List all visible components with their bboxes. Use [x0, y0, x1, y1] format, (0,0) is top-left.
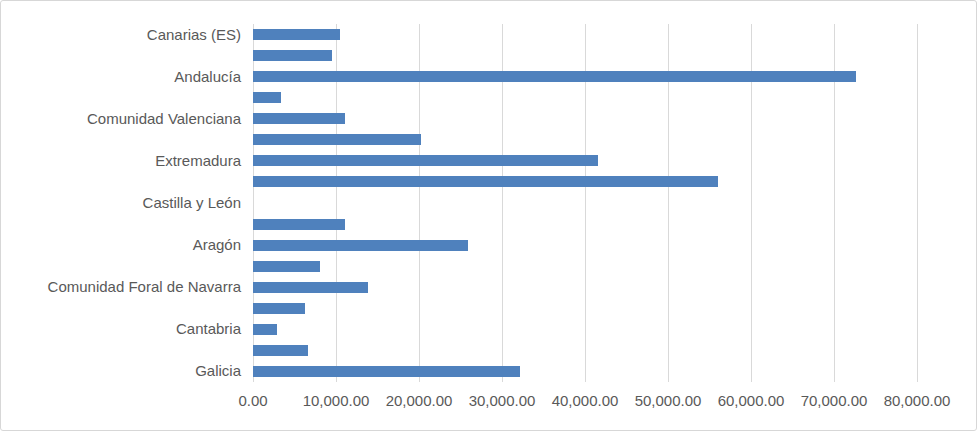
x-axis-tick-label: 30,000.00 [469, 391, 536, 411]
y-axis-labels: Canarias (ES) Andalucía Comunidad Valencia… [1, 24, 241, 382]
x-axis-tick-label: 70,000.00 [801, 391, 868, 411]
chart-area[interactable]: Canarias (ES) Andalucía Comunidad Valencia… [0, 0, 977, 431]
y-axis-category-label: Extremadura [1, 151, 241, 171]
x-axis-tick-label: 0.00 [238, 391, 267, 411]
bar-row-4[interactable] [253, 92, 281, 103]
x-axis-tick-label: 20,000.00 [386, 391, 453, 411]
bar-extremadura[interactable] [253, 155, 598, 166]
bar-row-14[interactable] [253, 303, 305, 314]
bar-row-6[interactable] [253, 134, 421, 145]
y-axis-category-label: Aragón [1, 235, 241, 255]
bar-aragón[interactable] [253, 240, 468, 251]
bar-galicia[interactable] [253, 366, 520, 377]
x-axis-tick-label: 50,000.00 [635, 391, 702, 411]
plot-area[interactable] [253, 24, 917, 382]
y-axis-category-label: Andalucía [1, 67, 241, 87]
x-axis-labels: 0.0010,000.0020,000.0030,000.0040,000.00… [253, 391, 917, 411]
x-axis-tick-label: 80,000.00 [884, 391, 951, 411]
bar-andalucía[interactable] [253, 71, 856, 82]
bar-row-10[interactable] [253, 219, 345, 230]
bar-canarias-es[interactable] [253, 29, 340, 40]
y-axis-category-label: Comunidad Valenciana [1, 109, 241, 129]
bar-comunidad-valenciana[interactable] [253, 113, 345, 124]
bar-row-8[interactable] [253, 176, 718, 187]
bar-row-12[interactable] [253, 261, 320, 272]
bar-row-2[interactable] [253, 50, 332, 61]
y-axis-category-label: Galicia [1, 361, 241, 381]
y-axis-category-label: Canarias (ES) [1, 25, 241, 45]
y-axis-category-label: Comunidad Foral de Navarra [1, 277, 241, 297]
bar-row-16[interactable] [253, 345, 308, 356]
x-axis-tick-label: 60,000.00 [718, 391, 785, 411]
y-axis-category-label: Castilla y León [1, 193, 241, 213]
y-axis-category-label: Cantabria [1, 319, 241, 339]
x-axis-tick-label: 40,000.00 [552, 391, 619, 411]
gridline [917, 24, 918, 382]
x-axis-tick-label: 10,000.00 [303, 391, 370, 411]
bar-cantabria[interactable] [253, 324, 277, 335]
bar-comunidad-foral-de-navarra[interactable] [253, 282, 368, 293]
